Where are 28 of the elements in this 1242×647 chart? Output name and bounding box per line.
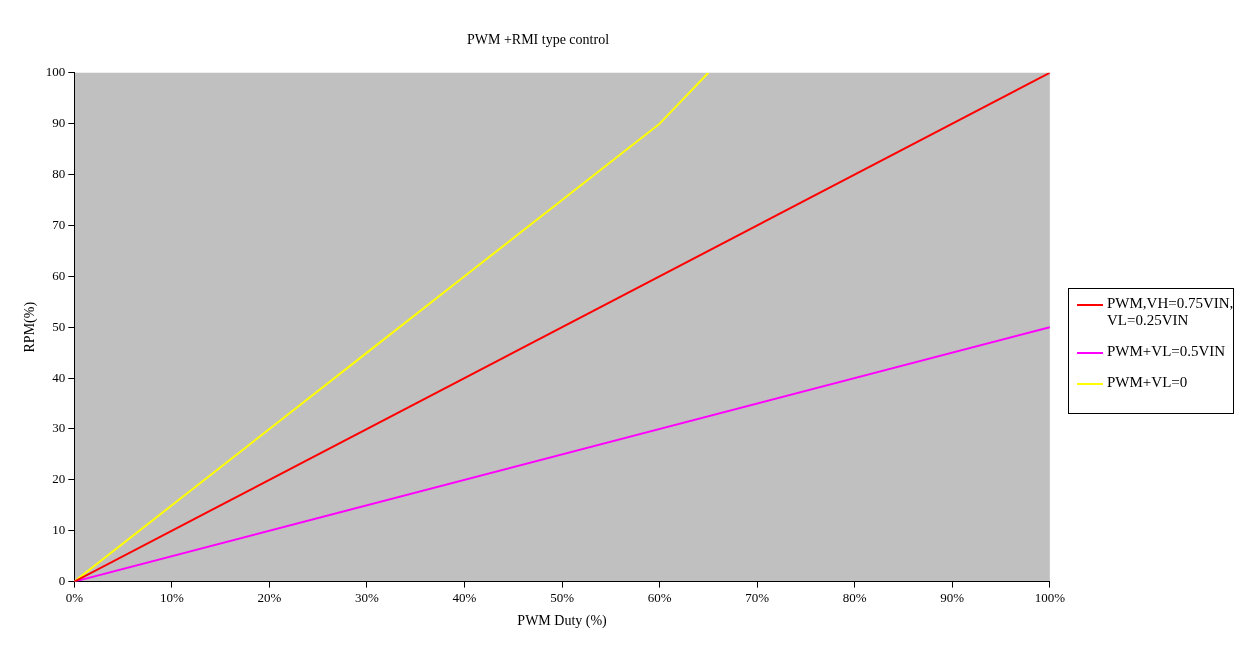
- y-axis-title: RPM(%): [22, 301, 39, 353]
- y-tick-label: 10: [52, 522, 66, 538]
- legend-label: PWM+VL=0: [1107, 374, 1188, 391]
- x-tick-label: 30%: [355, 589, 380, 605]
- x-tick-label: 60%: [647, 589, 672, 605]
- legend-label: PWM+VL=0.5VIN: [1107, 343, 1226, 360]
- chart-title: PWM +RMI type control: [466, 32, 610, 48]
- y-tick-label: 30: [52, 420, 66, 436]
- x-tick-label: 80%: [842, 589, 867, 605]
- x-tick-label: 50%: [550, 589, 575, 605]
- y-tick-label: 90: [52, 115, 66, 131]
- y-tick-label: 50: [52, 318, 66, 334]
- x-tick-label: 100%: [1034, 589, 1066, 605]
- x-tick-label: 20%: [257, 589, 282, 605]
- y-tick-label: 100: [45, 64, 66, 80]
- x-tick-label: 0%: [65, 589, 84, 605]
- x-tick-label: 10%: [159, 589, 184, 605]
- y-tick-label: 40: [52, 369, 66, 385]
- x-axis-title: PWM Duty (%): [517, 613, 608, 630]
- x-tick-label: 90%: [940, 589, 965, 605]
- y-tick-label: 60: [52, 267, 66, 283]
- y-tick-label: 70: [52, 216, 66, 232]
- x-tick-label: 40%: [452, 589, 477, 605]
- y-tick-label: 80: [52, 165, 66, 181]
- y-tick-label: 20: [52, 471, 66, 487]
- x-tick-label: 70%: [745, 589, 770, 605]
- legend-label: PWM,VH=0.75VIN, VL=0.25VIN: [1107, 295, 1234, 329]
- y-tick-label: 0: [58, 573, 66, 589]
